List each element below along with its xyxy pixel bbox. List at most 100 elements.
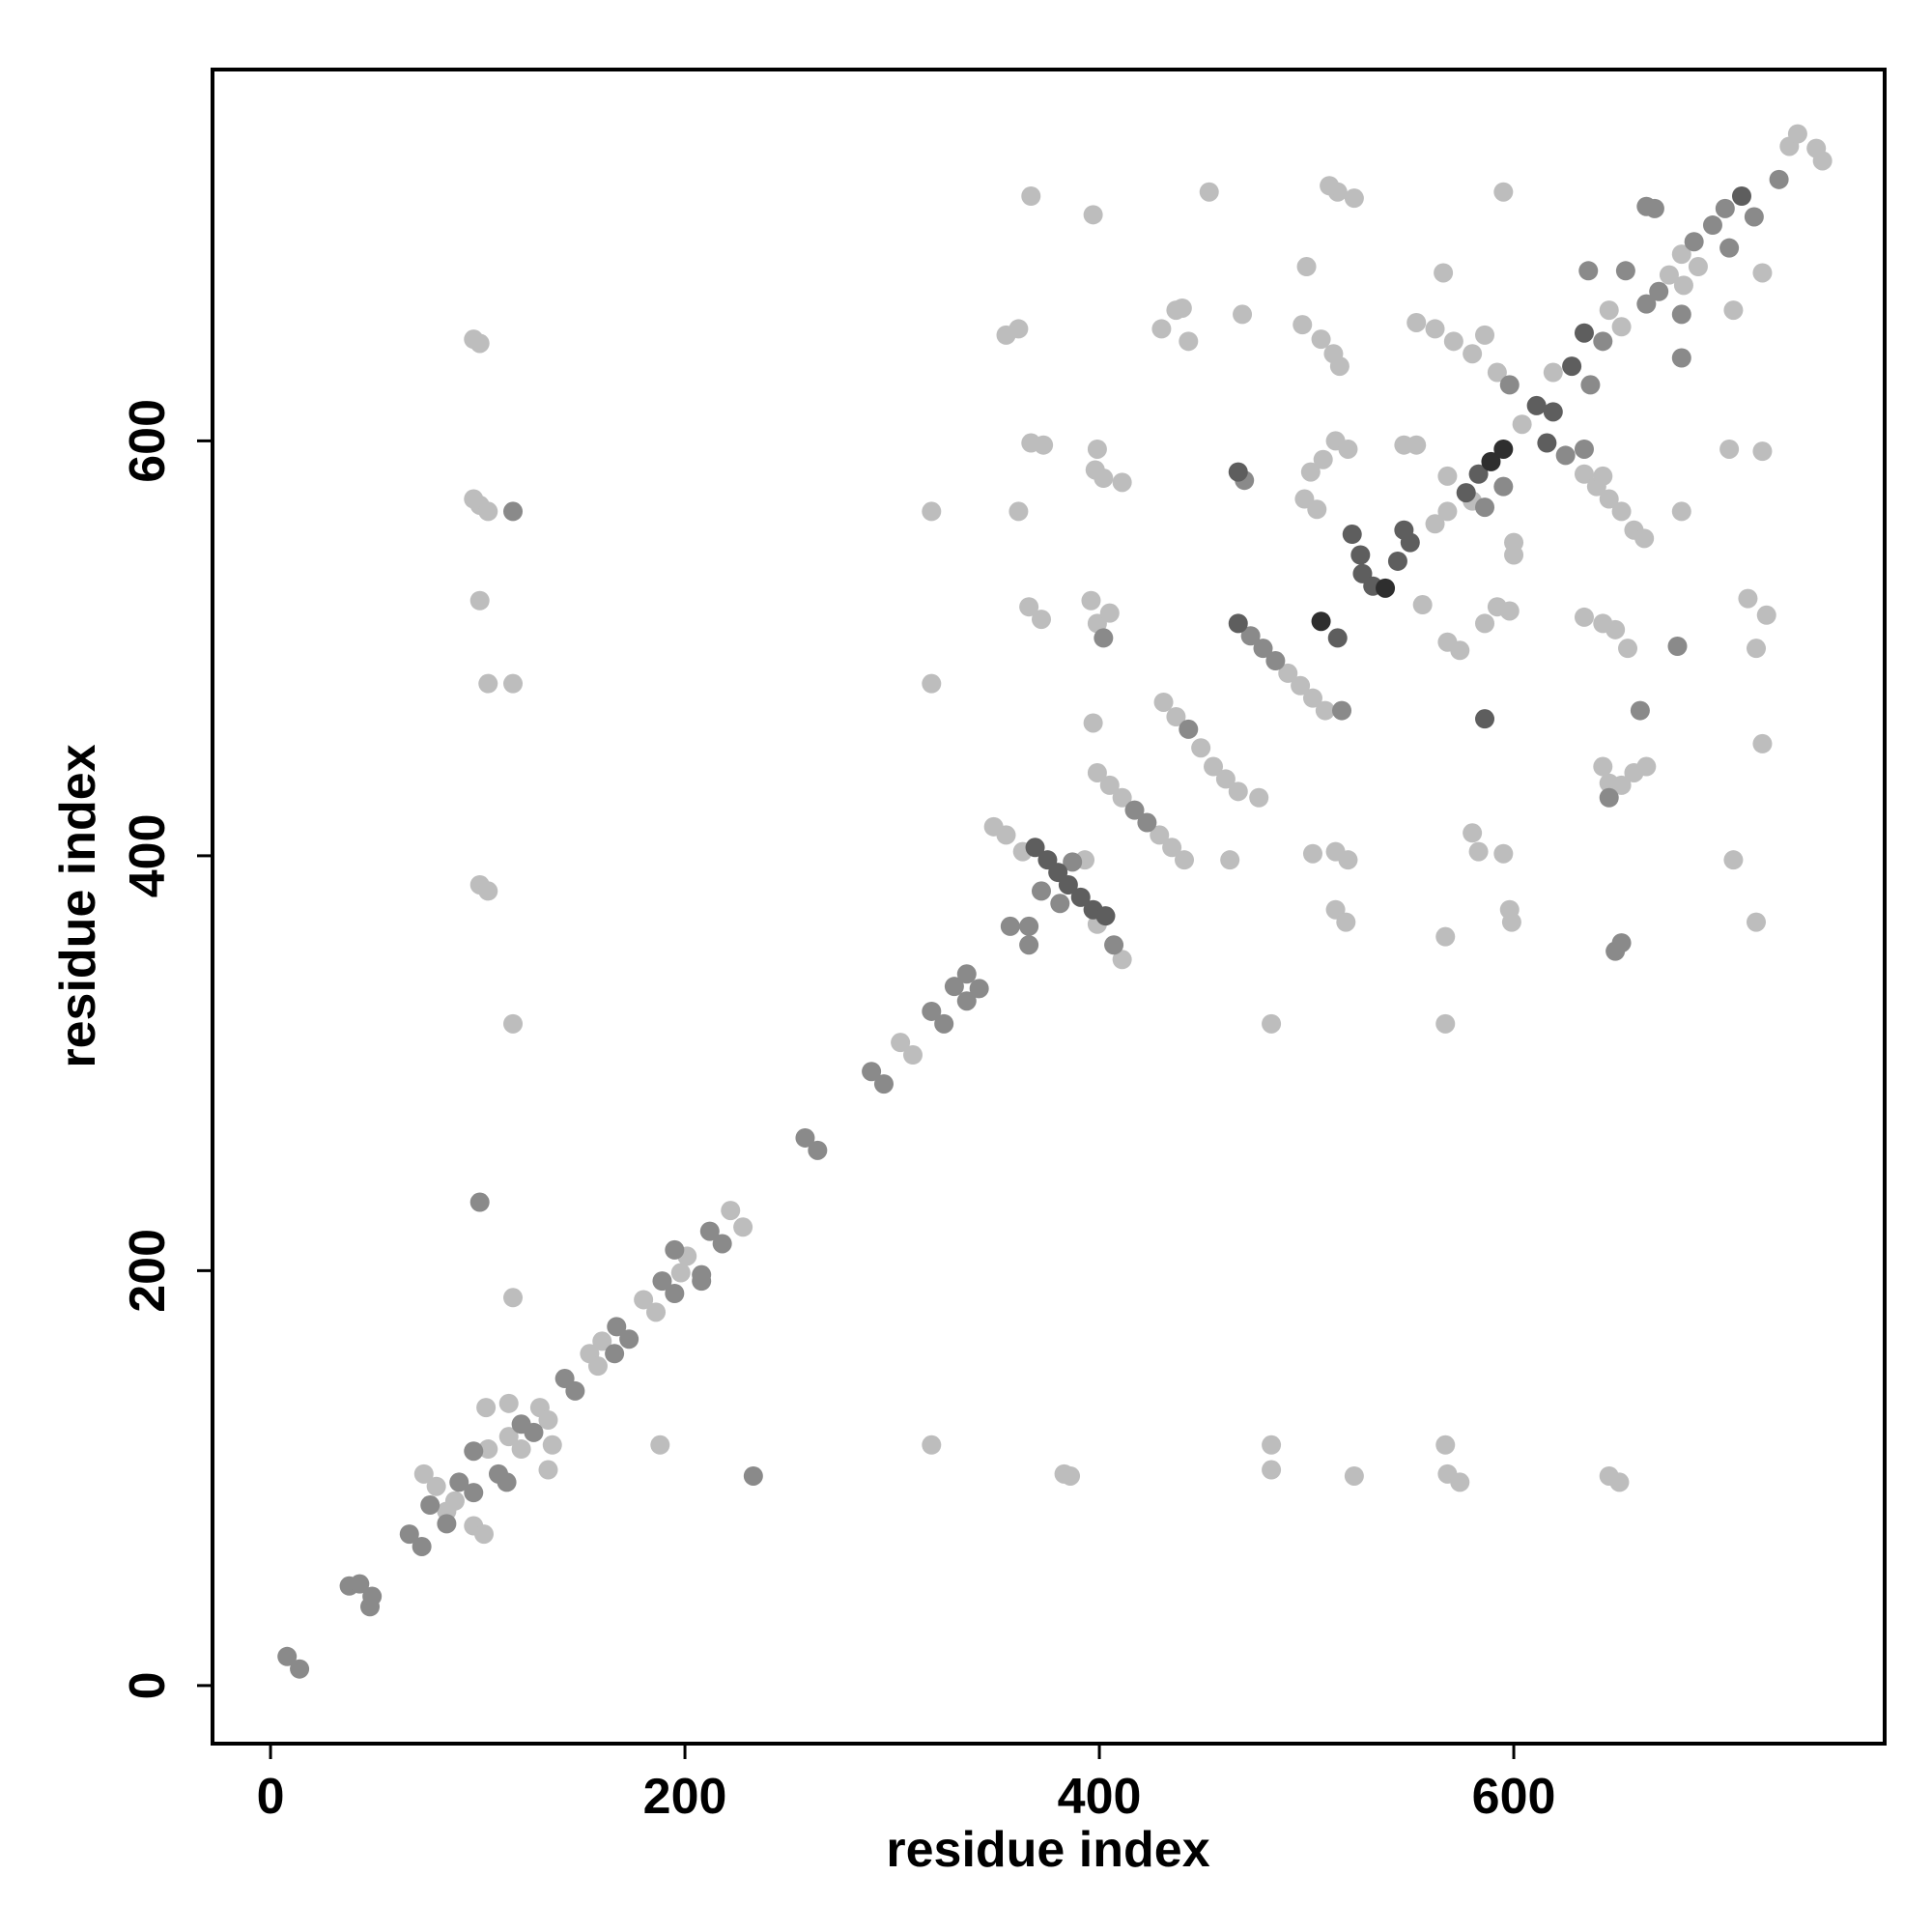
point xyxy=(1350,545,1371,565)
point xyxy=(1425,514,1445,534)
point xyxy=(524,1422,544,1442)
point xyxy=(1747,639,1767,659)
point xyxy=(1671,348,1691,368)
point xyxy=(478,881,498,901)
point xyxy=(1450,640,1470,661)
point xyxy=(1574,607,1594,627)
y-tick-label: 200 xyxy=(120,1229,176,1313)
point xyxy=(277,1646,298,1666)
point xyxy=(1191,738,1211,758)
point xyxy=(1104,935,1124,955)
point xyxy=(1307,499,1327,520)
point xyxy=(478,1439,498,1460)
point xyxy=(1019,935,1039,955)
point xyxy=(1009,501,1029,522)
point xyxy=(1019,597,1039,617)
point xyxy=(1555,445,1576,466)
point xyxy=(1302,688,1322,708)
point xyxy=(1137,812,1157,833)
point xyxy=(1493,182,1514,202)
point xyxy=(469,1192,490,1212)
point xyxy=(1151,319,1172,339)
point xyxy=(1061,1465,1081,1486)
point xyxy=(1435,1435,1456,1455)
point xyxy=(1099,603,1120,623)
point xyxy=(1311,611,1331,632)
point xyxy=(862,1062,882,1082)
point xyxy=(1124,800,1145,820)
point xyxy=(1435,1013,1456,1034)
point xyxy=(1578,261,1599,281)
point xyxy=(956,991,977,1011)
point xyxy=(1087,762,1107,782)
point xyxy=(1493,439,1514,459)
point xyxy=(592,1331,612,1351)
point xyxy=(478,673,498,694)
point xyxy=(1475,613,1495,634)
point xyxy=(1150,825,1170,845)
point xyxy=(1574,323,1594,343)
point xyxy=(1673,275,1693,296)
point xyxy=(1249,787,1269,808)
point xyxy=(399,1524,419,1545)
point xyxy=(934,1013,954,1034)
point xyxy=(1320,176,1340,196)
point xyxy=(1468,464,1489,484)
point xyxy=(1499,601,1520,621)
point xyxy=(1475,325,1495,345)
point xyxy=(1233,304,1253,325)
point xyxy=(1332,700,1352,721)
point xyxy=(1199,182,1219,202)
point xyxy=(1338,850,1358,870)
point xyxy=(1278,663,1298,683)
point xyxy=(1387,551,1407,571)
point xyxy=(1112,787,1132,808)
point xyxy=(1204,756,1224,777)
point xyxy=(1671,244,1691,265)
point xyxy=(511,1439,531,1460)
point xyxy=(743,1465,763,1486)
point xyxy=(426,1476,446,1496)
point xyxy=(1456,483,1476,503)
point xyxy=(692,1271,712,1292)
point xyxy=(1174,850,1194,870)
point xyxy=(464,1483,484,1503)
point xyxy=(665,1239,685,1260)
point xyxy=(1719,238,1740,258)
point xyxy=(1593,756,1613,777)
point xyxy=(1481,451,1501,471)
point xyxy=(670,1263,691,1283)
point xyxy=(1406,435,1427,455)
point xyxy=(1649,281,1669,301)
point xyxy=(1179,331,1199,352)
point xyxy=(538,1460,558,1480)
point xyxy=(1437,466,1458,486)
point xyxy=(1684,232,1704,252)
point xyxy=(476,1398,497,1418)
point xyxy=(1025,838,1045,858)
point xyxy=(1667,636,1688,656)
point xyxy=(1636,294,1657,314)
point xyxy=(1504,545,1524,565)
point xyxy=(956,964,977,984)
point xyxy=(1094,469,1114,489)
point xyxy=(944,977,964,997)
point xyxy=(1329,356,1350,377)
point xyxy=(1311,329,1331,350)
point xyxy=(1034,435,1054,455)
point xyxy=(497,1472,517,1492)
point xyxy=(1172,298,1192,318)
point xyxy=(1599,787,1619,808)
point xyxy=(1112,472,1132,493)
point xyxy=(1063,852,1083,872)
point xyxy=(1723,850,1744,870)
point xyxy=(922,1001,942,1021)
point xyxy=(1468,841,1489,862)
point xyxy=(1475,709,1495,729)
point xyxy=(1499,375,1520,395)
point xyxy=(1070,887,1091,907)
point xyxy=(1671,501,1691,522)
point xyxy=(891,1033,911,1053)
point xyxy=(1574,464,1594,484)
point xyxy=(469,590,490,611)
